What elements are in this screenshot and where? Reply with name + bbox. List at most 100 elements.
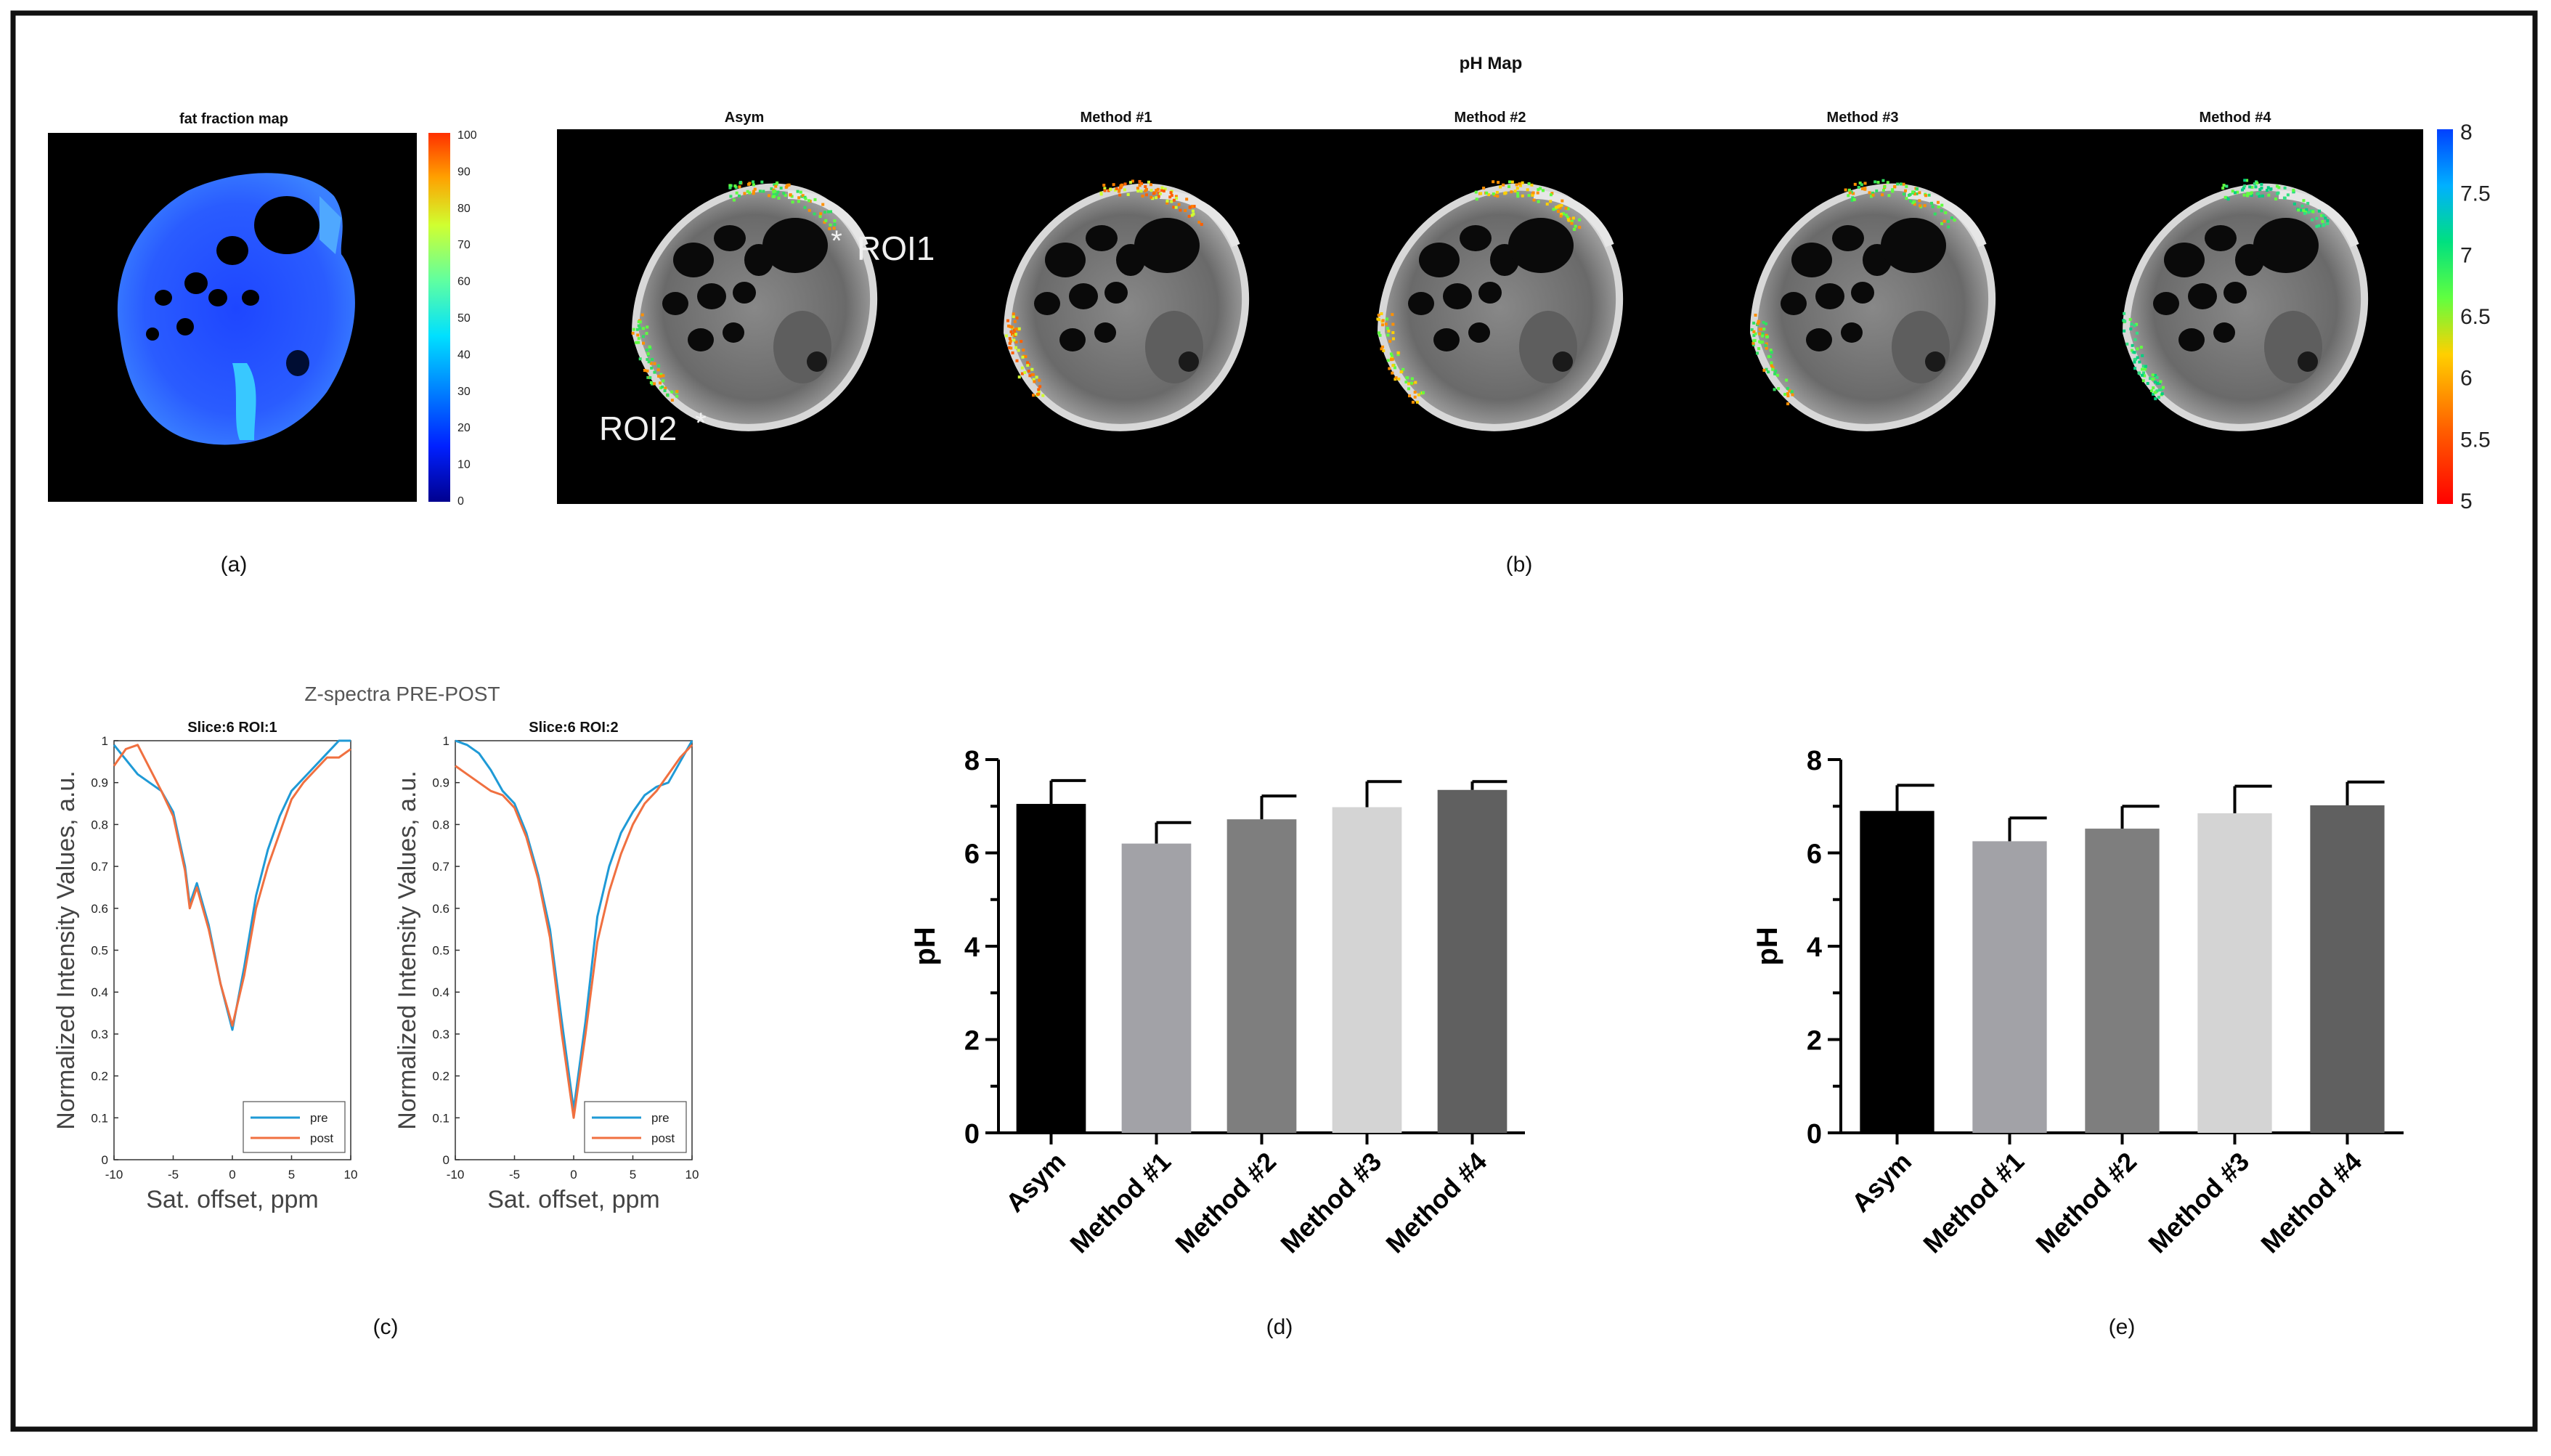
ph-overlay-pixel — [1102, 184, 1106, 187]
ph-overlay-pixel — [1775, 373, 1779, 377]
ph-overlay-pixel — [2142, 371, 2146, 375]
ph-overlay-pixel — [1770, 364, 1773, 367]
ph-overlay-pixel — [1032, 394, 1036, 397]
ph-overlay-pixel — [2141, 373, 2144, 377]
ph-overlay-pixel — [1771, 366, 1775, 370]
ph-overlay-pixel — [1541, 189, 1545, 192]
legend — [243, 1101, 346, 1153]
ph-overlay-pixel — [828, 227, 831, 231]
ph-overlay-pixel — [659, 373, 663, 376]
ph-overlay-pixel — [1012, 314, 1015, 318]
ph-overlay-pixel — [2258, 195, 2261, 198]
ph-overlay-pixel — [1492, 192, 1495, 196]
ph-map-image-title: Asym — [725, 110, 764, 126]
ph-overlay-pixel — [2261, 194, 2264, 198]
ph-overlay-pixel — [2242, 193, 2246, 197]
y-axis-label: Normalized Intensity Values, a.u. — [52, 770, 80, 1130]
ph-overlay-pixel — [1172, 206, 1176, 209]
y-tick-label: 0.6 — [91, 902, 108, 916]
ph-overlay-pixel — [1515, 187, 1519, 190]
ph-overlay-pixel — [1391, 364, 1395, 367]
ph-overlay-pixel — [1875, 189, 1879, 192]
ph-overlay-pixel — [2283, 186, 2287, 190]
ph-overlay-pixel — [1031, 373, 1035, 376]
ph-overlay-pixel — [1531, 193, 1534, 197]
y-axis-label: pH — [1751, 927, 1783, 965]
ph-overlay-pixel — [653, 362, 656, 365]
fat-fraction-title: fat fraction map — [179, 111, 288, 127]
ph-overlay-pixel — [758, 190, 762, 193]
legend — [584, 1101, 687, 1153]
ph-overlay-pixel — [1162, 190, 1165, 193]
ph-overlay-pixel — [801, 194, 805, 198]
ph-overlay-pixel — [2135, 331, 2139, 335]
ph-overlay-pixel — [1118, 186, 1122, 190]
ph-overlay-pixel — [1123, 188, 1126, 192]
ph-overlay-pixel — [2226, 198, 2230, 201]
panel-d-label: (d) — [1266, 1315, 1293, 1339]
ph-map-slice — [2122, 179, 2364, 428]
ph-overlay-pixel — [1020, 372, 1024, 375]
ph-overlay-pixel — [1147, 180, 1150, 184]
y-tick-label: 0.9 — [91, 776, 108, 790]
ph-overlay-pixel — [2135, 322, 2139, 326]
ph-overlay-pixel — [2233, 191, 2237, 195]
y-tick-label: 0.7 — [91, 860, 108, 874]
ph-overlay-pixel — [833, 223, 837, 227]
ph-overlay-pixel — [1915, 192, 1919, 195]
ph-overlay-pixel — [1157, 191, 1160, 195]
ph-overlay-pixel — [1944, 211, 1948, 214]
ph-overlay-pixel — [819, 212, 823, 216]
ph-overlay-pixel — [1905, 197, 1908, 200]
y-tick-label: 0.2 — [91, 1070, 108, 1083]
ph-overlay-pixel — [1155, 196, 1158, 200]
ph-overlay-pixel — [1144, 184, 1147, 188]
ph-overlay-pixel — [1037, 388, 1041, 391]
fat-fraction-tick-label: 90 — [457, 166, 471, 178]
ph-overlay-pixel — [1765, 333, 1768, 337]
ph-overlay-pixel — [1851, 196, 1855, 200]
y-axis-label: pH — [909, 927, 941, 965]
z-spectrum-roi1-plot: Slice:6 ROI:1 0 0.1 0.2 0.3 0.4 0.5 0.6 0.7 0.8 0.… — [52, 720, 357, 1213]
ph-overlay-pixel — [1378, 333, 1382, 337]
ph-overlay-pixel — [1014, 346, 1018, 349]
y-tick-label: 1 — [102, 734, 108, 748]
ph-overlay-pixel — [2306, 202, 2310, 206]
ph-overlay-pixel — [737, 194, 741, 198]
ph-overlay-pixel — [784, 194, 787, 198]
ph-overlay-pixel — [1761, 341, 1765, 344]
ph-overlay-pixel — [1407, 382, 1410, 386]
ph-overlay-pixel — [1549, 193, 1553, 197]
ph-overlay-pixel — [1786, 386, 1789, 390]
ph-overlay-pixel — [1007, 324, 1011, 328]
ph-overlay-pixel — [1863, 187, 1867, 190]
ph-overlay-pixel — [2139, 346, 2143, 349]
ph-overlay-pixel — [2150, 389, 2154, 393]
ph-overlay-pixel — [1404, 381, 1408, 384]
ph-overlay-pixel — [1377, 331, 1380, 335]
ph-overlay-pixel — [2315, 216, 2319, 220]
ph-overlay-pixel — [2322, 223, 2326, 227]
ph-overlay-pixel — [1518, 182, 1521, 186]
ph-overlay-pixel — [2255, 192, 2259, 196]
ph-overlay-pixel — [2305, 208, 2308, 211]
ph-overlay-pixel — [653, 382, 656, 386]
ph-overlay-pixel — [646, 369, 649, 373]
ph-overlay-pixel — [1015, 359, 1019, 362]
ph-overlay-pixel — [638, 320, 642, 324]
ph-overlay-pixel — [1107, 189, 1110, 192]
ph-overlay-pixel — [642, 341, 645, 345]
ph-overlay-pixel — [1927, 193, 1931, 197]
ph-overlay-pixel — [637, 341, 640, 344]
ph-overlay-pixel — [768, 194, 771, 198]
ph-overlay-pixel — [1570, 221, 1574, 225]
x-tick-label: -5 — [509, 1168, 520, 1182]
ph-overlay-pixel — [1853, 182, 1857, 186]
ph-overlay-pixel — [659, 375, 662, 378]
x-tick-label: -10 — [447, 1168, 465, 1182]
ph-overlay-pixel — [1915, 187, 1919, 190]
legend-label: post — [651, 1131, 675, 1145]
ph-overlay-pixel — [1571, 216, 1575, 220]
bar — [1121, 843, 1192, 1133]
ph-overlay-pixel — [1386, 359, 1390, 362]
